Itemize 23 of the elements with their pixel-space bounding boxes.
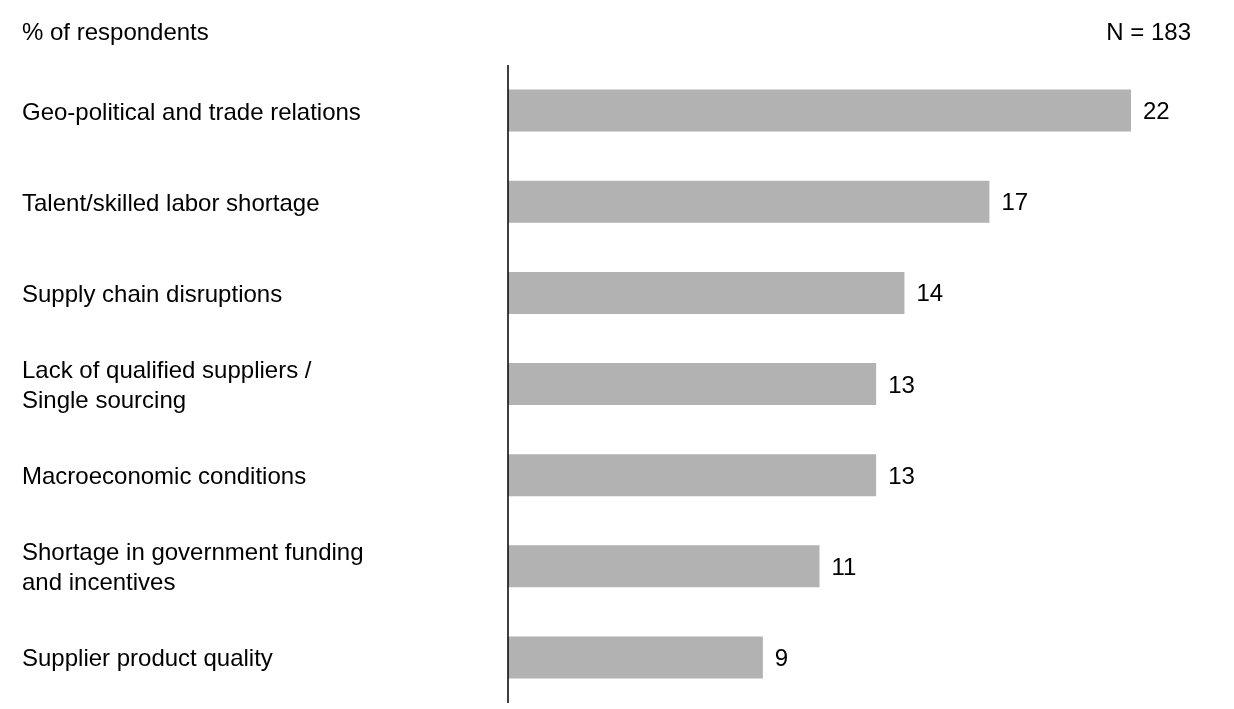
y-tick-label: Talent/skilled labor shortage bbox=[22, 188, 320, 216]
y-tick-label: Geo-political and trade relations bbox=[22, 97, 361, 125]
data-label: 14 bbox=[916, 279, 944, 307]
bar bbox=[508, 454, 877, 497]
text: N = 183 bbox=[1106, 18, 1191, 46]
bar bbox=[508, 89, 1131, 132]
bar bbox=[508, 363, 877, 406]
data-label: 13 bbox=[888, 461, 915, 489]
data-label: 9 bbox=[774, 643, 789, 671]
data-label: 13 bbox=[888, 370, 915, 398]
y-tick-label: Shortage in government funding and incentives bbox=[22, 537, 364, 595]
text: % of respondents bbox=[22, 18, 209, 46]
y-tick-label: Macroeconomic conditions bbox=[22, 461, 307, 489]
y-tick-label: Lack of qualified suppliers / Single sourcing bbox=[22, 355, 312, 413]
bar bbox=[508, 180, 990, 223]
bar bbox=[508, 545, 820, 588]
y-tick-label: Supplier product quality bbox=[22, 643, 273, 671]
data-label: 22 bbox=[1143, 97, 1170, 125]
bar bbox=[508, 636, 763, 679]
y-tick-label: Supply chain disruptions bbox=[22, 279, 283, 307]
bar bbox=[508, 271, 905, 314]
data-label: 17 bbox=[1001, 188, 1029, 216]
data-label: 11 bbox=[831, 552, 857, 580]
